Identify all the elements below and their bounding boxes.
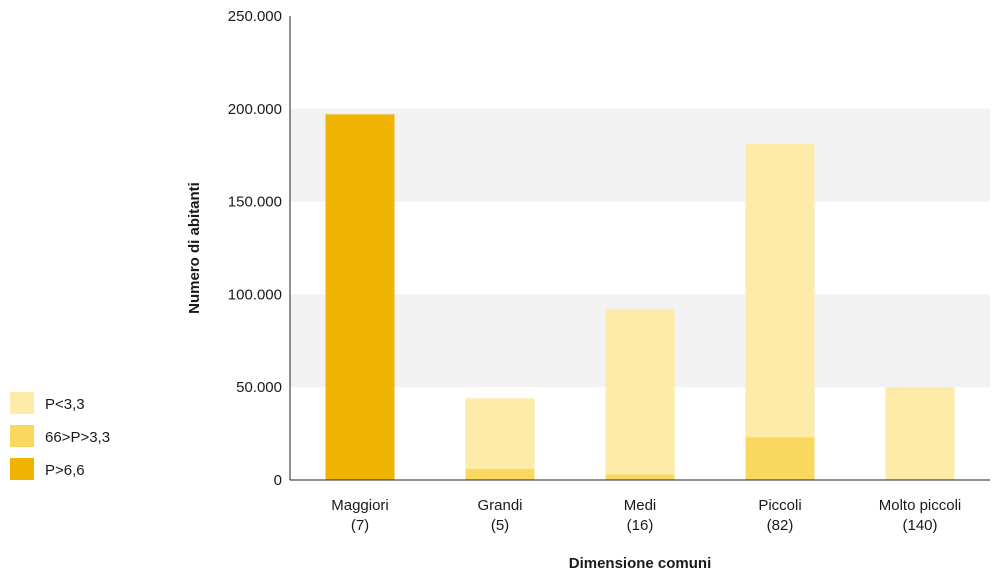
legend-label: P>6,6: [45, 462, 85, 479]
x-tick-label: Molto piccoli: [879, 497, 962, 514]
x-ticks: Maggiori (7) Grandi (5) Medi (16) Piccoli (82) M…: [331, 497, 961, 534]
x-axis-title: Dimensione comuni: [569, 555, 712, 572]
y-axis-title: Numero di abitanti: [186, 182, 203, 314]
bar-segment: [745, 144, 815, 438]
legend-label: P<3,3: [45, 396, 85, 413]
x-tick-label: (82): [767, 517, 794, 534]
y-tick-label: 50.000: [236, 379, 282, 396]
bar-segment: [745, 437, 815, 480]
y-tick-label: 250.000: [228, 8, 282, 25]
x-tick-label: Grandi: [477, 497, 522, 514]
bar-segment: [605, 474, 675, 480]
bar-segment: [325, 114, 395, 481]
x-tick-label: Medi: [624, 497, 657, 514]
legend-swatch: [10, 458, 34, 480]
x-tick-label: (140): [902, 517, 937, 534]
axes: [289, 16, 990, 481]
y-tick-label: 100.000: [228, 286, 282, 303]
bar-segment: [465, 468, 535, 480]
legend-label: 66>P>3,3: [45, 429, 110, 446]
y-ticks: 0 50.000 100.000 150.000 200.000 250.000: [228, 8, 282, 489]
legend-swatch: [10, 392, 34, 414]
x-tick-label: (7): [351, 517, 369, 534]
bar-segment: [605, 309, 675, 475]
x-tick-label: (5): [491, 517, 509, 534]
bar-segment: [885, 387, 955, 480]
bar-segment: [465, 398, 535, 469]
y-tick-label: 0: [274, 472, 282, 489]
x-tick-label: (16): [627, 517, 654, 534]
legend-swatch: [10, 425, 34, 447]
grid-band: [290, 108, 990, 202]
y-tick-label: 200.000: [228, 101, 282, 118]
bars: [325, 114, 955, 481]
y-tick-label: 150.000: [228, 194, 282, 211]
x-tick-label: Piccoli: [758, 497, 801, 514]
legend: P<3,3 66>P>3,3 P>6,6: [10, 392, 110, 480]
x-tick-label: Maggiori: [331, 497, 389, 514]
